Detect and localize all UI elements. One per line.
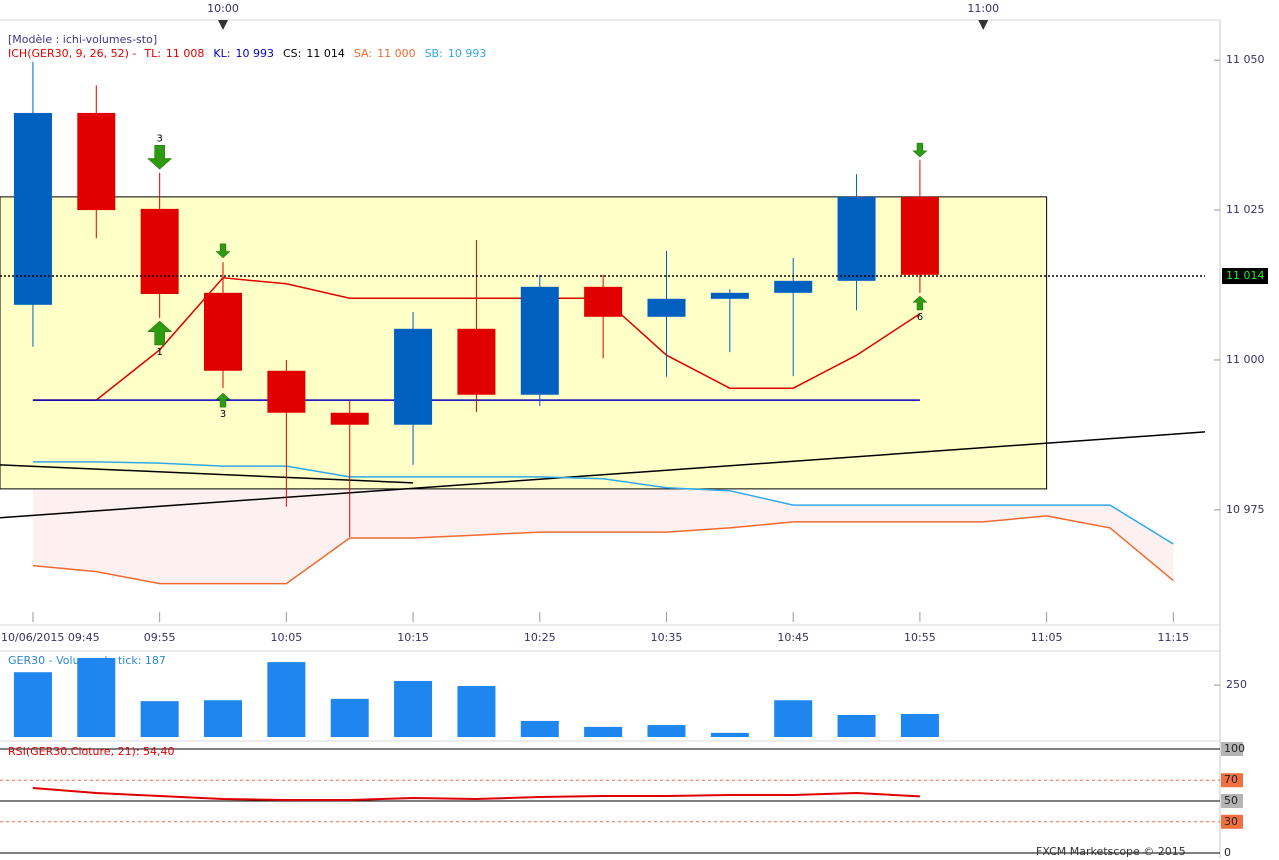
y-tick-label: 10 975 bbox=[1226, 503, 1265, 516]
x-tick-label: 11:15 bbox=[1157, 631, 1189, 644]
y-tick-bg bbox=[1221, 794, 1243, 808]
y-tick-label: 250 bbox=[1226, 678, 1247, 691]
last-price-box bbox=[1222, 268, 1268, 285]
candle-body bbox=[330, 412, 369, 425]
x-tick-label: 10:15 bbox=[397, 631, 429, 644]
legend-name: CS: bbox=[283, 47, 301, 60]
signal-arrow bbox=[215, 243, 231, 259]
y-tick-label: 11 025 bbox=[1226, 203, 1265, 216]
signal-arrow bbox=[147, 145, 173, 170]
candle-body bbox=[77, 112, 116, 211]
panel-title: RSI(GER30.Cloture, 21): 54,40 bbox=[8, 745, 175, 758]
legend-name: KL: bbox=[213, 47, 230, 60]
model-label: [Modèle : ichi-volumes-sto] bbox=[8, 33, 157, 46]
x-tick-label: 10:35 bbox=[651, 631, 683, 644]
candle-body bbox=[584, 286, 623, 317]
y-tick-label: 11 050 bbox=[1226, 53, 1265, 66]
signal-arrow bbox=[912, 295, 928, 311]
x-tick-label: 10:55 bbox=[904, 631, 936, 644]
volume-bar bbox=[900, 714, 939, 737]
candle-body bbox=[647, 298, 686, 317]
top-tick-label: 10:00 bbox=[207, 2, 239, 15]
volume-bar bbox=[837, 714, 876, 737]
x-tick-label: 11:05 bbox=[1031, 631, 1063, 644]
volume-bar bbox=[267, 662, 306, 737]
y-tick-bg bbox=[1221, 773, 1243, 788]
top-tick bbox=[978, 20, 989, 30]
x-tick-label: 09:55 bbox=[144, 631, 176, 644]
candle-body bbox=[520, 286, 559, 395]
legend-value: 10 993 bbox=[448, 47, 487, 60]
volume-bar bbox=[520, 720, 559, 737]
candle-body bbox=[710, 292, 749, 299]
candle-body bbox=[837, 196, 876, 281]
y-tick-label: 100 bbox=[1224, 742, 1245, 755]
legend-value: 11 008 bbox=[166, 47, 205, 60]
legend-name: TL: bbox=[143, 47, 161, 60]
candle-body bbox=[457, 328, 496, 395]
volume-bar bbox=[13, 672, 52, 737]
y-tick-label: 70 bbox=[1224, 773, 1238, 786]
legend-name: SA: bbox=[354, 47, 372, 60]
top-tick-label: 11:00 bbox=[967, 2, 999, 15]
volume-bar bbox=[77, 657, 116, 737]
x-tick-label: 10/06/2015 09:45 bbox=[1, 631, 100, 644]
volume-bar bbox=[774, 700, 813, 737]
candle-body bbox=[140, 208, 179, 295]
indicator-line bbox=[32, 461, 1174, 545]
y-tick-bg bbox=[1221, 742, 1243, 756]
indicator-label: ICH(GER30, 9, 26, 52) - bbox=[8, 47, 136, 60]
signal-arrow bbox=[912, 142, 928, 158]
legend-bg bbox=[4, 46, 544, 62]
y-tick-label: 0 bbox=[1224, 846, 1231, 859]
volume-bar bbox=[140, 701, 179, 737]
volume-bar bbox=[710, 732, 749, 737]
signal-label: 6 bbox=[917, 312, 923, 323]
indicator-line bbox=[0, 464, 414, 484]
volume-bar bbox=[204, 700, 243, 737]
y-tick-label: 11 000 bbox=[1226, 353, 1265, 366]
signal-arrow bbox=[215, 392, 231, 408]
volume-bar bbox=[457, 686, 496, 737]
signal-arrow bbox=[147, 320, 173, 346]
candle-body bbox=[267, 370, 306, 413]
candle-body bbox=[900, 196, 939, 275]
trendline bbox=[0, 431, 1206, 519]
legend-value: 10 993 bbox=[235, 47, 274, 60]
y-tick-bg bbox=[1221, 846, 1243, 860]
last-price-label: 11 014 bbox=[1226, 269, 1265, 282]
x-tick-label: 10:45 bbox=[777, 631, 809, 644]
volume-bar bbox=[647, 725, 686, 737]
x-tick-label: 10:05 bbox=[271, 631, 303, 644]
legend-value: 11 000 bbox=[377, 47, 416, 60]
x-tick-label: 10:25 bbox=[524, 631, 556, 644]
signal-label: 1 bbox=[156, 347, 162, 358]
cloud bbox=[32, 461, 1174, 584]
y-tick-bg bbox=[1221, 814, 1243, 829]
legend-name: SB: bbox=[425, 47, 443, 60]
volume-bar bbox=[584, 726, 623, 737]
indicator-line bbox=[32, 515, 1174, 585]
signal-label: 3 bbox=[220, 409, 226, 420]
volume-bar bbox=[330, 698, 369, 737]
candle-body bbox=[774, 280, 813, 293]
signal-label: 3 bbox=[156, 133, 162, 144]
candle-body bbox=[13, 112, 52, 305]
footer: FXCM Marketscope © 2015 bbox=[1036, 845, 1186, 858]
y-tick-label: 50 bbox=[1224, 794, 1238, 807]
y-tick-label: 30 bbox=[1224, 815, 1238, 828]
candle-body bbox=[394, 328, 433, 425]
top-tick bbox=[218, 20, 229, 30]
rsi-line bbox=[32, 787, 920, 801]
legend-value: 11 014 bbox=[306, 47, 345, 60]
candle-body bbox=[204, 292, 243, 371]
volume-bar bbox=[394, 680, 433, 737]
